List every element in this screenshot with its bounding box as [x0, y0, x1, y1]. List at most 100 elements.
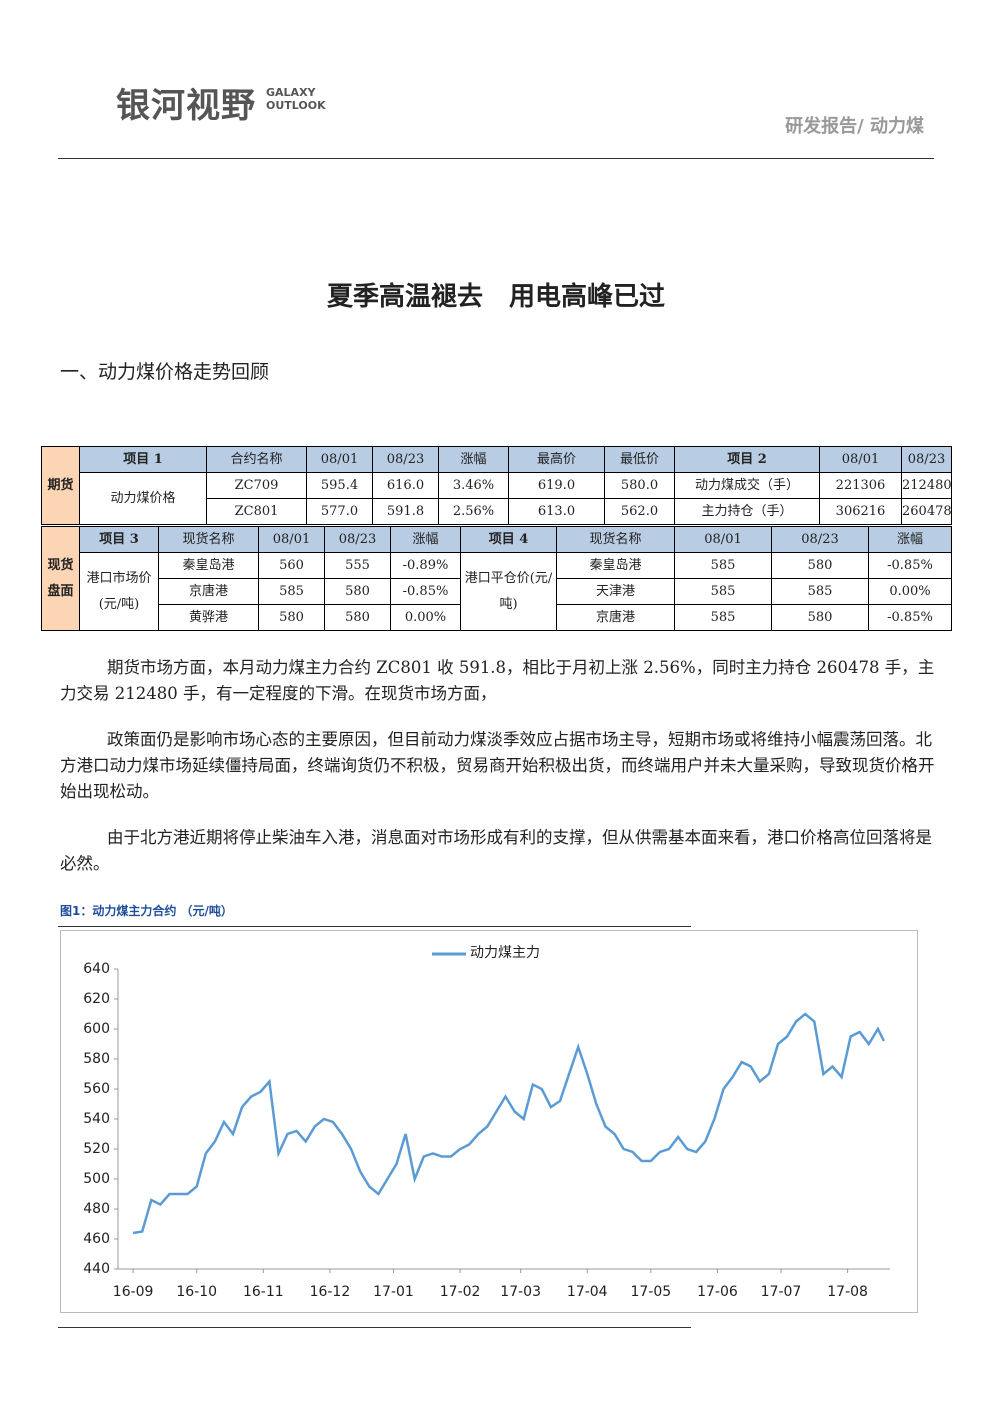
cell: 涨幅 — [868, 526, 952, 553]
x-tick-label: 17-06 — [697, 1284, 738, 1300]
cell: -0.89% — [390, 552, 461, 579]
x-tick-label: 17-08 — [827, 1284, 868, 1300]
cell: 580 — [258, 604, 325, 631]
figure-caption: 图1：动力煤主力合约 （元/吨） — [60, 904, 233, 918]
y-tick-label: 560 — [83, 1081, 110, 1097]
cell: 08/23 — [324, 526, 391, 553]
cell: 560 — [258, 552, 325, 579]
x-tick-label: 17-04 — [567, 1284, 608, 1300]
cell: 212480 — [901, 472, 952, 499]
paragraph: 期货市场方面，本月动力煤主力合约 ZC801 收 591.8，相比于月初上涨 2… — [60, 658, 935, 703]
y-tick-label: 520 — [83, 1141, 110, 1157]
y-tick-label: 440 — [83, 1261, 110, 1277]
cell: 动力煤价格 — [79, 472, 207, 525]
cell: 306216 — [819, 498, 902, 525]
x-tick-label: 16-12 — [310, 1284, 351, 1300]
cell: 京唐港 — [158, 578, 259, 605]
table-spot: 现货盘面 项目 3 现货名称 08/01 08/23 涨幅 项目 4 现货名称 08/01 08/… — [41, 526, 952, 631]
section-heading: 一、动力煤价格走势回顾 — [60, 361, 270, 383]
cell: 08/23 — [901, 446, 952, 473]
cell: 京唐港 — [556, 604, 675, 631]
cell: 最低价 — [604, 446, 675, 473]
cell: 221306 — [819, 472, 902, 499]
x-tick-label: 16-11 — [243, 1284, 284, 1300]
cell: 项目 1 — [79, 446, 207, 473]
rule — [58, 1327, 691, 1328]
cell: 涨幅 — [390, 526, 461, 553]
x-tick-label: 16-10 — [176, 1284, 217, 1300]
x-tick-label: 17-02 — [440, 1284, 481, 1300]
y-tick-label: 620 — [83, 991, 110, 1007]
cell: 616.0 — [372, 472, 439, 499]
y-tick-label: 600 — [83, 1021, 110, 1037]
legend-label: 动力煤主力 — [470, 945, 540, 961]
cell: 天津港 — [556, 578, 675, 605]
cell: 08/23 — [771, 526, 869, 553]
x-tick-label: 17-05 — [630, 1284, 671, 1300]
rule — [58, 926, 691, 927]
cell: 619.0 — [508, 472, 605, 499]
cell: 现货名称 — [556, 526, 675, 553]
cell: 08/01 — [674, 526, 772, 553]
chart: 440 460 480 500 520 540 560 580 600 620 640 16-09 16… — [60, 930, 918, 1313]
logo-en-1: GALAXY — [266, 86, 316, 99]
cell: 613.0 — [508, 498, 605, 525]
cell: 585 — [674, 578, 772, 605]
paragraph: 政策面仍是影响市场心态的主要原因，但目前动力煤淡季效应占据市场主导，短期市场或将… — [60, 730, 935, 801]
cell: ZC709 — [206, 472, 307, 499]
cell: -0.85% — [868, 552, 952, 579]
cell: 现货盘面 — [41, 526, 80, 631]
cell: ZC801 — [206, 498, 307, 525]
cell: 580 — [324, 604, 391, 631]
cell: 08/01 — [306, 446, 373, 473]
x-tick-label: 17-01 — [373, 1284, 414, 1300]
y-tick-label: 540 — [83, 1111, 110, 1127]
cell: 涨幅 — [438, 446, 509, 473]
cell: 期货 — [41, 446, 80, 525]
cell: 黄骅港 — [158, 604, 259, 631]
logo-en-2: OUTLOOK — [266, 99, 326, 112]
cell: 585 — [771, 578, 869, 605]
cell: 3.46% — [438, 472, 509, 499]
cell: 0.00% — [390, 604, 461, 631]
y-tick-label: 460 — [83, 1231, 110, 1247]
y-tick-label: 500 — [83, 1171, 110, 1187]
cell: 08/01 — [819, 446, 902, 473]
cell: 港口市场价(元/吨) — [79, 552, 159, 631]
cell: 580 — [771, 604, 869, 631]
cell: 2.56% — [438, 498, 509, 525]
table-futures: 期货 项目 1 合约名称 08/01 08/23 涨幅 最高价 最低价 项目 2 08/01 08/… — [41, 446, 952, 525]
cell: 主力持仓（手） — [674, 498, 820, 525]
cell: 562.0 — [604, 498, 675, 525]
cell: -0.85% — [390, 578, 461, 605]
cell: 580.0 — [604, 472, 675, 499]
paragraph: 由于北方港近期将停止柴油车入港，消息面对市场形成有利的支撑，但从供需基本面来看，… — [60, 828, 932, 873]
title: 夏季高温褪去 用电高峰已过 — [326, 282, 665, 312]
rule — [58, 158, 934, 159]
cell: 08/01 — [258, 526, 325, 553]
cell: 555 — [324, 552, 391, 579]
cell: 585 — [674, 552, 772, 579]
cell: 0.00% — [868, 578, 952, 605]
cell: 577.0 — [306, 498, 373, 525]
y-tick-label: 580 — [83, 1051, 110, 1067]
cell: 最高价 — [508, 446, 605, 473]
cell: 585 — [258, 578, 325, 605]
cell: -0.85% — [868, 604, 952, 631]
category: 研发报告/ 动力煤 — [785, 116, 924, 137]
cell: 港口平仓价(元/吨) — [460, 552, 557, 631]
y-tick-label: 640 — [83, 961, 110, 977]
cell: 580 — [771, 552, 869, 579]
cell: 580 — [324, 578, 391, 605]
cell: 秦皇岛港 — [158, 552, 259, 579]
cell: 项目 3 — [79, 526, 159, 553]
cell: 项目 2 — [674, 446, 820, 473]
cell: 现货名称 — [158, 526, 259, 553]
cell: 动力煤成交（手） — [674, 472, 820, 499]
cell: 585 — [674, 604, 772, 631]
y-tick-label: 480 — [83, 1201, 110, 1217]
cell: 260478 — [901, 498, 952, 525]
cell: 秦皇岛港 — [556, 552, 675, 579]
cell: 合约名称 — [206, 446, 307, 473]
